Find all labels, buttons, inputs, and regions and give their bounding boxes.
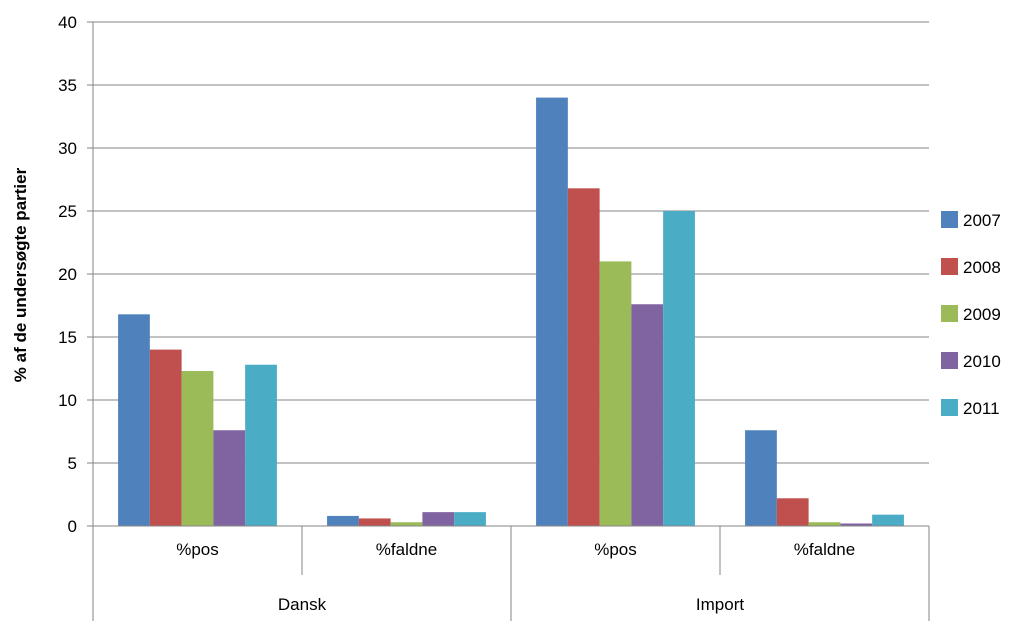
legend-label-2007: 2007 [963, 211, 1001, 230]
legend-swatch-2008 [941, 258, 958, 275]
y-tick-label: 20 [58, 265, 77, 284]
x-category-label: %faldne [376, 540, 437, 559]
y-tick-label: 40 [58, 13, 77, 32]
y-tick-label: 35 [58, 76, 77, 95]
bar-2010-import-faldne [840, 523, 873, 526]
y-tick-label: 25 [58, 202, 77, 221]
bar-2008-dansk-faldne [358, 518, 391, 526]
bar-2008-import-pos [567, 188, 600, 526]
bar-2009-import-pos [599, 261, 632, 526]
legend-label-2008: 2008 [963, 258, 1001, 277]
y-tick-label: 10 [58, 391, 77, 410]
bar-2009-dansk-faldne [390, 522, 423, 526]
bar-2011-import-faldne [872, 514, 904, 526]
bar-2011-dansk-pos [245, 364, 277, 526]
x-category-label: %faldne [794, 540, 855, 559]
x-group-label: Dansk [278, 595, 327, 614]
y-tick-label: 15 [58, 328, 77, 347]
x-category-label: %pos [176, 540, 219, 559]
bar-2007-dansk-faldne [327, 515, 359, 526]
bar-2010-dansk-faldne [422, 512, 455, 526]
bar-2011-import-pos [663, 211, 695, 526]
legend-label-2009: 2009 [963, 305, 1001, 324]
bar-2008-import-faldne [776, 498, 809, 526]
legend-label-2011: 2011 [963, 399, 1000, 418]
bar-2009-dansk-pos [181, 371, 214, 526]
legend: 2007 2008 2009 2010 2011 [941, 211, 1001, 418]
x-category-labels: %pos %faldne Dansk %pos %faldne Import [176, 540, 855, 614]
y-tick-labels: 0 5 10 15 20 25 30 35 40 [58, 13, 77, 536]
bars [118, 97, 904, 526]
legend-label-2010: 2010 [963, 352, 1001, 371]
bar-2008-dansk-pos [149, 349, 182, 526]
legend-swatch-2010 [941, 352, 958, 369]
y-axis-title: % af de undersøgte partier [11, 167, 30, 382]
y-tick-label: 0 [68, 517, 77, 536]
bar-2010-import-pos [631, 304, 664, 526]
bar-2007-import-faldne [745, 430, 777, 526]
bar-2009-import-faldne [808, 522, 841, 526]
legend-swatch-2011 [941, 399, 958, 416]
legend-swatch-2009 [941, 305, 958, 322]
bar-2007-import-pos [536, 97, 568, 526]
bar-2011-dansk-faldne [454, 512, 486, 526]
axes [92, 22, 930, 621]
y-tick-label: 30 [58, 139, 77, 158]
bar-2010-dansk-pos [213, 430, 246, 526]
bar-2007-dansk-pos [118, 314, 150, 526]
legend-swatch-2007 [941, 211, 958, 228]
x-category-label: %pos [594, 540, 637, 559]
x-group-label: Import [696, 595, 744, 614]
y-tick-label: 5 [68, 454, 77, 473]
